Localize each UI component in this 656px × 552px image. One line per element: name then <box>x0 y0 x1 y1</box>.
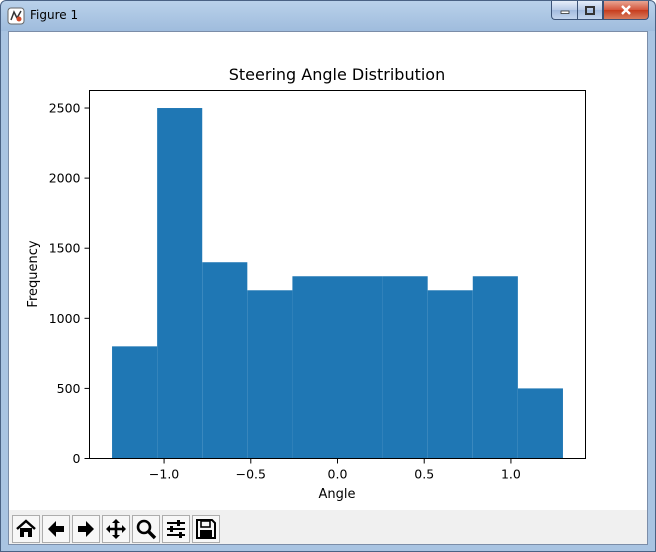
arrow-left-icon <box>48 521 64 537</box>
save-button[interactable] <box>192 515 220 543</box>
y-tick-label: 0 <box>73 451 81 466</box>
histogram-bar-9 <box>472 276 518 459</box>
move-icon <box>106 519 126 539</box>
magnifier-icon <box>136 519 157 540</box>
y-tick-label: 500 <box>57 381 81 396</box>
histogram-bar-5 <box>292 276 338 459</box>
histogram-bar-8 <box>427 290 473 459</box>
title-bar[interactable]: Figure 1 <box>1 1 655 31</box>
histogram-bar-4 <box>247 290 293 459</box>
x-axis-ticks: −1.0 −0.5 0.0 0.5 1.0 <box>149 458 521 482</box>
x-axis-label: Angle <box>319 487 356 502</box>
zoom-button[interactable] <box>132 515 160 543</box>
configure-subplots-button[interactable] <box>162 515 190 543</box>
maximize-icon <box>585 5 595 15</box>
app-icon <box>7 7 25 25</box>
histogram-bar-2 <box>157 108 203 459</box>
window-title: Figure 1 <box>30 8 79 22</box>
x-tick-label: 0.0 <box>328 467 348 482</box>
sliders-icon <box>167 520 185 538</box>
window-controls <box>551 1 649 21</box>
y-tick-label: 2000 <box>49 171 81 186</box>
y-tick-label: 1000 <box>49 311 81 326</box>
home-icon <box>16 519 36 537</box>
maximize-button[interactable] <box>577 1 603 20</box>
navigation-toolbar <box>9 510 647 544</box>
minimize-icon <box>560 10 569 14</box>
minimize-button[interactable] <box>551 1 577 20</box>
floppy-disk-icon <box>196 519 216 539</box>
x-tick-label: −1.0 <box>149 467 179 482</box>
histogram-bar-3 <box>202 262 248 459</box>
back-button[interactable] <box>42 515 70 543</box>
x-tick-label: −0.5 <box>236 467 266 482</box>
x-tick-label: 1.0 <box>501 467 521 482</box>
forward-button[interactable] <box>72 515 100 543</box>
y-tick-label: 1500 <box>49 241 81 256</box>
y-tick-label: 2500 <box>49 101 81 116</box>
y-axis-ticks: 0 500 1000 1500 2000 2500 <box>49 101 90 466</box>
histogram-bar-1 <box>112 346 158 459</box>
histogram-chart[interactable]: −1.0 −0.5 0.0 0.5 1.0 0 500 1000 1500 2000 2500 S… <box>9 32 647 510</box>
close-icon <box>621 5 631 15</box>
arrow-right-icon <box>78 521 94 537</box>
histogram-bar-7 <box>382 276 428 459</box>
chart-title: Steering Angle Distribution <box>229 65 445 84</box>
figure-canvas: −1.0 −0.5 0.0 0.5 1.0 0 500 1000 1500 2000 2500 S… <box>8 31 648 545</box>
close-button[interactable] <box>603 1 649 20</box>
histogram-bar-6 <box>337 276 383 459</box>
histogram-bar-10 <box>517 388 563 459</box>
x-tick-label: 0.5 <box>414 467 434 482</box>
pan-button[interactable] <box>102 515 130 543</box>
home-button[interactable] <box>12 515 40 543</box>
y-axis-label: Frequency <box>26 240 41 307</box>
histogram-bars <box>112 108 563 459</box>
